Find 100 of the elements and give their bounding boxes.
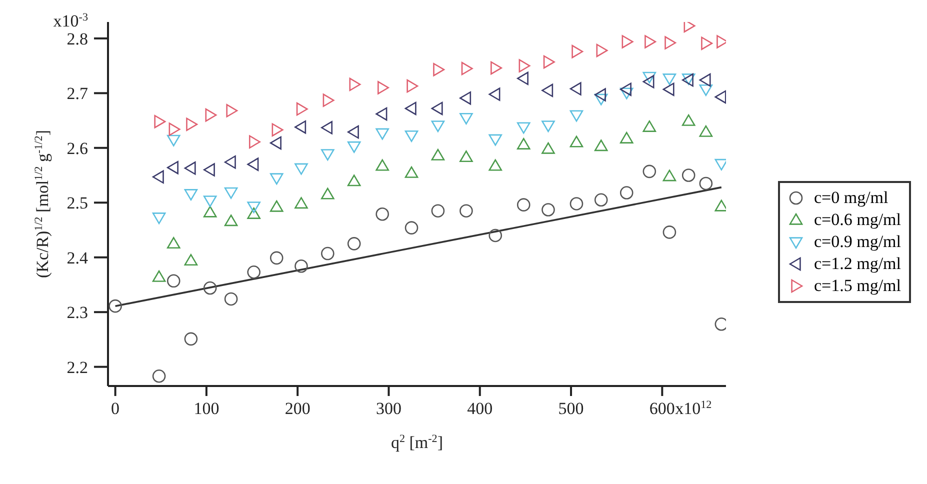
point [620, 82, 632, 96]
point [294, 259, 308, 273]
x-tick-label: 400 [467, 399, 493, 418]
point [431, 148, 445, 160]
point [701, 36, 713, 50]
point [226, 104, 238, 118]
point [152, 170, 164, 184]
point [699, 73, 711, 87]
point [662, 74, 676, 86]
point [699, 176, 713, 190]
point [270, 173, 284, 185]
point [203, 206, 217, 218]
point [682, 114, 696, 126]
point [205, 108, 217, 122]
point [620, 132, 634, 144]
point [596, 44, 608, 58]
x-tick-label: 0 [111, 399, 120, 418]
point [248, 135, 260, 149]
point [642, 72, 656, 84]
point [294, 120, 306, 134]
point [542, 120, 555, 132]
point [542, 142, 555, 154]
point [376, 128, 389, 140]
point [296, 102, 308, 116]
point [108, 299, 122, 313]
point [431, 120, 445, 132]
point [594, 94, 608, 106]
point [321, 246, 334, 260]
legend-label: c=1.2 mg/ml [814, 253, 901, 275]
point [321, 120, 333, 134]
point [270, 136, 282, 150]
point [224, 292, 238, 306]
point [247, 158, 259, 171]
point [376, 159, 389, 171]
point [152, 369, 166, 383]
point [184, 332, 198, 346]
point [404, 102, 416, 116]
point [662, 226, 676, 239]
point [644, 35, 656, 48]
point [203, 163, 215, 176]
point [404, 221, 418, 234]
point [714, 90, 726, 104]
point [347, 125, 359, 139]
y-tick-label: 2.8 [66, 29, 88, 48]
point [594, 193, 608, 207]
point [431, 102, 443, 116]
point [699, 125, 713, 137]
x-tick-label: 600 [649, 399, 675, 418]
point [404, 166, 418, 178]
point [166, 237, 180, 249]
point [516, 198, 530, 212]
point [321, 149, 334, 161]
point [622, 35, 634, 48]
point [224, 187, 238, 199]
x-axis-title: q$^{2}$ [m$^{-2}$] [390, 433, 444, 452]
point [349, 78, 361, 92]
y-tick-label: 2.3 [66, 303, 88, 322]
legend-label: c=1.5 mg/ml [814, 275, 901, 297]
x-tick-label: 100 [194, 399, 220, 418]
point [572, 44, 584, 58]
point [270, 200, 284, 212]
point [203, 281, 217, 295]
point [620, 186, 634, 200]
point [461, 62, 473, 76]
point [460, 204, 473, 218]
point [322, 94, 334, 107]
point [594, 140, 608, 152]
point [516, 72, 528, 86]
point [488, 228, 502, 242]
point [154, 114, 166, 128]
y-tick-label: 2.2 [66, 358, 88, 377]
point [433, 62, 445, 76]
point [662, 82, 674, 96]
point [168, 122, 180, 136]
point [321, 188, 334, 200]
point [431, 204, 445, 218]
point [460, 150, 473, 162]
point [664, 36, 676, 50]
y-tick-label: 2.6 [66, 138, 88, 158]
point [570, 82, 582, 96]
point [294, 197, 308, 209]
point [376, 207, 389, 221]
point [460, 91, 472, 105]
point [347, 237, 361, 250]
point [378, 81, 389, 94]
point [516, 138, 530, 150]
point [594, 88, 606, 102]
point [247, 265, 260, 279]
y-tick-label: 2.5 [66, 194, 88, 213]
point [516, 122, 530, 134]
point [203, 196, 217, 208]
point [620, 88, 634, 100]
point [270, 251, 284, 265]
point [662, 170, 676, 182]
point [166, 134, 180, 146]
point [347, 174, 361, 186]
point [570, 197, 584, 210]
x-tick-label: 300 [376, 399, 402, 418]
point [682, 168, 696, 182]
point [186, 118, 198, 132]
